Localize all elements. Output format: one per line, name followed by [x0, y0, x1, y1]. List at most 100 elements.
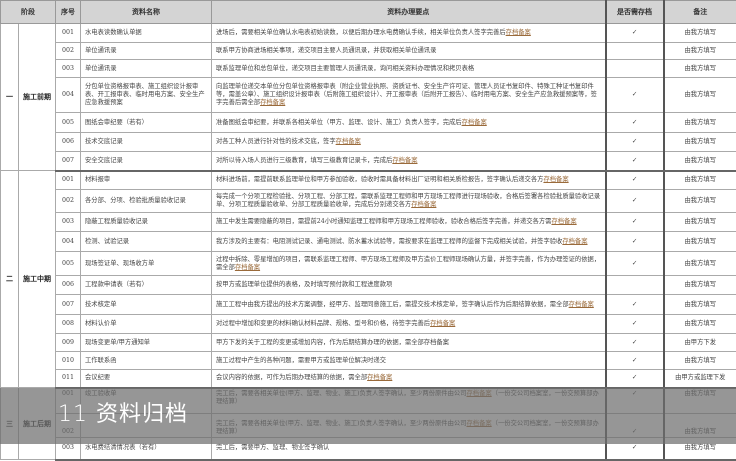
row-name: 单位通讯录	[81, 60, 212, 78]
row-content-text: 每完成一个分项工程检验批、分项工程、分部工程，需联系监理工程师和甲方现场工程师进…	[216, 193, 600, 208]
row-note: 由我方填写	[664, 276, 736, 295]
archive-link[interactable]: 存档备案	[235, 264, 260, 271]
row-archive-check: ✓	[606, 171, 664, 190]
row-archive-check: ✓	[606, 152, 664, 171]
header-name: 资料名称	[81, 1, 212, 24]
archive-link[interactable]: 存档备案	[392, 157, 417, 164]
row-name: 现场签证单、现场收方单	[81, 252, 212, 276]
archive-link[interactable]: 存档备案	[367, 374, 392, 381]
row-note: 由我方填写	[664, 171, 736, 190]
row-note: 由我方填写	[664, 133, 736, 152]
row-content: 对所以待入场人员进行三级教育，填写三级教育记录卡，完成后存档备案	[212, 152, 606, 171]
row-archive-check: ✓	[606, 334, 664, 352]
row-content: 对过程中增加和变更的材料确认材料品牌、规格、型号和价格，待签字完善后存档备案	[212, 315, 606, 334]
row-content: 对各工种人员进行针对性的技术交底，签字存档备案	[212, 133, 606, 152]
row-note: 由我方填写	[664, 295, 736, 315]
row-name: 技术交底记录	[81, 133, 212, 152]
row-name: 图纸会审纪要（若有）	[81, 113, 212, 133]
row-note: 由我方填写	[664, 252, 736, 276]
row-note: 由我方填写	[664, 24, 736, 43]
row-content: 准备图纸会审纪要，并联系各相关单位（甲方、监理、设计、施工）负责人签字，完成后存…	[212, 113, 606, 133]
row-archive-check: ✓	[606, 232, 664, 252]
row-note: 由我方填写	[664, 78, 736, 113]
row-seq: 011	[56, 370, 81, 388]
row-name: 分包单位资格报审表、施工组织设计报审表、开工报审表、临时用电方案、安全生产应急救…	[81, 78, 212, 113]
archive-link[interactable]: 存档备案	[551, 218, 576, 225]
row-name: 水电表读数确认单据	[81, 24, 212, 43]
row-archive-check: ✓	[606, 213, 664, 232]
stage-name: 施工中期	[19, 171, 56, 388]
archive-link[interactable]: 存档备案	[543, 176, 568, 183]
row-content: 按甲方或监理单位提供的表格，及时填写预付款和工程进度款项	[212, 276, 606, 295]
row-name: 现场变更单/甲方通知单	[81, 334, 212, 352]
row-archive-check: ✓	[606, 352, 664, 370]
archive-link[interactable]: 存档备案	[462, 119, 487, 126]
row-name: 材料认价单	[81, 315, 212, 334]
row-content: 向监理单位递交本单位分包单位资格报审表（附企业营业执照、资质证书、安全生产许可证…	[212, 78, 606, 113]
row-seq: 001	[56, 171, 81, 190]
archive-link[interactable]: 存档备案	[506, 29, 531, 36]
row-content-text: 对过程中增加和变更的材料确认材料品牌、规格、型号和价格，待签字完善后	[216, 320, 430, 327]
row-content-text: 甲方下发的关于工程的变更或增加内容，作为后期结算办理的依据，需全部存档备案	[216, 339, 449, 346]
row-archive-check: ✓	[606, 252, 664, 276]
row-content-text: 联系甲方协商进场相关事项，递交项目主要人员通讯录，并获取相关单位通讯录	[216, 47, 436, 54]
row-archive-check	[606, 43, 664, 60]
stage-number: 二	[1, 171, 19, 388]
archive-link[interactable]: 存档备案	[569, 301, 594, 308]
row-note: 由我方填写	[664, 213, 736, 232]
row-name: 安全交底记录	[81, 152, 212, 171]
row-archive-check: ✓	[606, 370, 664, 388]
row-content-text: 施工中发生需要隐蔽的项目，需提前24小时通知监理工程师和甲方现场工程师验收，验收…	[216, 218, 551, 225]
row-name: 工作联系函	[81, 352, 212, 370]
row-archive-check: ✓	[606, 24, 664, 43]
row-content: 施工过程中产生的各种问题，需要甲方或监理单位解决时递交	[212, 352, 606, 370]
row-seq: 009	[56, 334, 81, 352]
header-stage: 阶段	[1, 1, 56, 24]
row-name: 会议纪要	[81, 370, 212, 388]
header-content: 资料办理要点	[212, 1, 606, 24]
row-content: 过程中拆除、零星增加的项目，需联系监理工程师、甲方现场工程师及甲方造价工程师现场…	[212, 252, 606, 276]
row-content-text: 我方涉及的主要有：电阻测试记录、通电测试、防水蓄水试验等，需按要求在监理工程师的…	[216, 238, 562, 245]
row-seq: 006	[56, 276, 81, 295]
row-note: 由我方填写	[664, 152, 736, 171]
row-content: 我方涉及的主要有：电阻测试记录、通电测试、防水蓄水试验等，需按要求在监理工程师的…	[212, 232, 606, 252]
row-note: 由我方填写	[664, 43, 736, 60]
archive-link[interactable]: 存档备案	[411, 201, 436, 208]
row-content-text: 会议内容的依据，可作为后期办理结算的依据，需全部	[216, 374, 367, 381]
row-seq: 008	[56, 315, 81, 334]
row-archive-check: ✓	[606, 295, 664, 315]
row-seq: 006	[56, 133, 81, 152]
archive-link[interactable]: 存档备案	[430, 320, 455, 327]
archive-link[interactable]: 存档备案	[260, 99, 285, 106]
stage-name: 施工前期	[19, 24, 56, 171]
row-seq: 007	[56, 152, 81, 171]
row-seq: 005	[56, 113, 81, 133]
archive-link[interactable]: 存档备案	[336, 138, 361, 145]
row-content: 施工工程中由我方提出的技术方案调整，经甲方、监理同意施工后，需提交技术核定单，签…	[212, 295, 606, 315]
row-seq: 004	[56, 78, 81, 113]
row-content-text: 按甲方或监理单位提供的表格，及时填写预付款和工程进度款项	[216, 281, 392, 288]
row-name: 技术核定单	[81, 295, 212, 315]
stage-number: 一	[1, 24, 19, 171]
row-note: 由我方填写	[664, 232, 736, 252]
row-content: 甲方下发的关于工程的变更或增加内容，作为后期结算办理的依据，需全部存档备案	[212, 334, 606, 352]
archive-link[interactable]: 存档备案	[562, 238, 587, 245]
header-seq: 序号	[56, 1, 81, 24]
row-seq: 003	[56, 60, 81, 78]
row-content: 材料进场前，需提前联系监理单位和甲方参加验收，验收时需具备材料出厂证明和相关质检…	[212, 171, 606, 190]
row-archive-check	[606, 276, 664, 295]
row-content: 联系监理单位和总包单位，递交项目主要管理人员通讯录，询问相关资料办理情况和拷贝表…	[212, 60, 606, 78]
header-note: 备注	[664, 1, 736, 24]
row-archive-check: ✓	[606, 190, 664, 213]
